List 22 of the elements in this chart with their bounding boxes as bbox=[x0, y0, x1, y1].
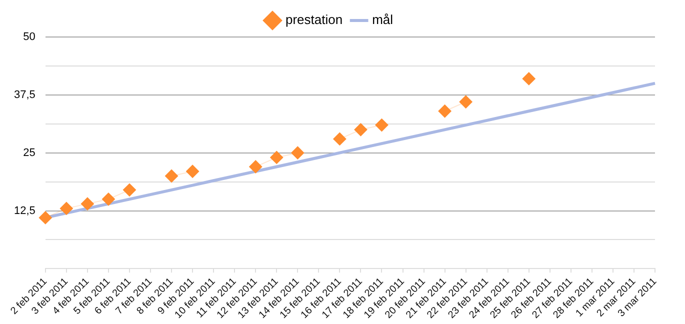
legend-label: prestation bbox=[285, 12, 343, 28]
point bbox=[459, 95, 472, 108]
point bbox=[249, 160, 262, 174]
y-tick-label: 25 bbox=[23, 146, 36, 159]
point bbox=[60, 202, 73, 215]
y-tick-label: 12,5 bbox=[14, 204, 36, 217]
point bbox=[522, 72, 536, 86]
point bbox=[165, 170, 178, 183]
point bbox=[38, 211, 52, 224]
point bbox=[102, 192, 115, 206]
point bbox=[186, 164, 200, 178]
legend-label: mål bbox=[372, 12, 394, 28]
y-tick-label: 50 bbox=[23, 31, 36, 44]
point bbox=[270, 150, 284, 164]
point bbox=[291, 146, 304, 160]
point bbox=[333, 132, 346, 146]
point bbox=[354, 123, 368, 136]
point bbox=[375, 118, 388, 132]
point bbox=[438, 104, 452, 118]
point bbox=[122, 183, 136, 196]
point bbox=[80, 197, 94, 210]
y-tick-label: 37,5 bbox=[14, 88, 36, 101]
